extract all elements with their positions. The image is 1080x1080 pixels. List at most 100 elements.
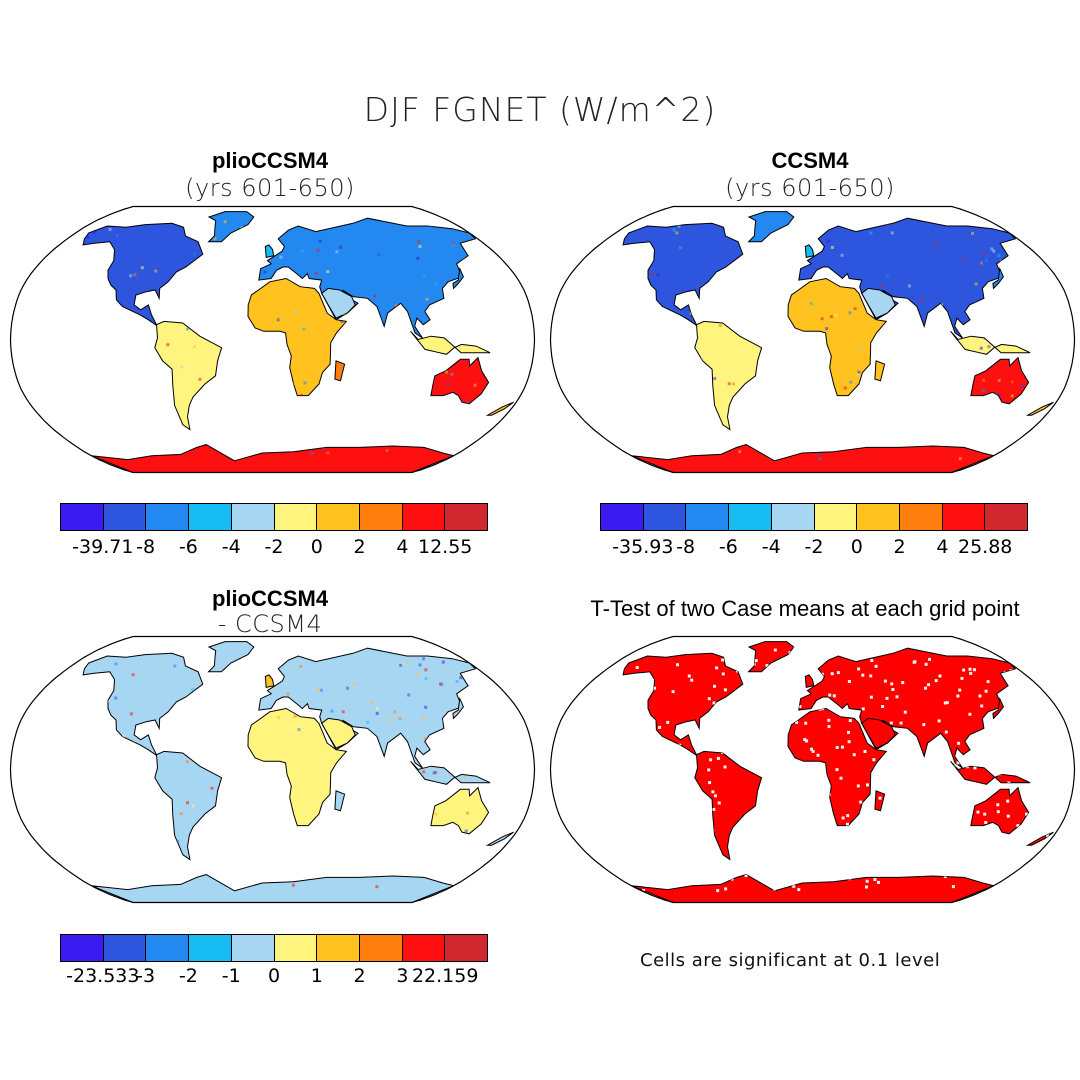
grid-cell — [1007, 326, 1010, 329]
grid-cell — [418, 245, 422, 249]
grid-cell — [820, 672, 824, 676]
colorbar-swatch — [61, 935, 104, 961]
grid-cell — [696, 365, 700, 369]
grid-cell — [616, 787, 620, 791]
grid-cell — [258, 835, 261, 838]
grid-cell — [350, 370, 354, 373]
landmass-japan — [992, 696, 1004, 720]
grid-cell — [656, 815, 659, 819]
colorbar-tick-label: -3 — [136, 965, 156, 987]
grid-cell — [376, 869, 380, 873]
grid-cell — [635, 882, 639, 885]
grid-cell — [999, 869, 1003, 873]
grid-cell — [581, 450, 585, 454]
grid-cell — [1007, 887, 1011, 891]
landmass-africa — [247, 707, 348, 827]
grid-cell — [35, 366, 39, 370]
grid-cell — [1010, 380, 1014, 384]
grid-cell — [927, 683, 930, 687]
grid-cell — [375, 885, 379, 889]
panel-title-ttest: T-Test of two Case means at each grid po… — [590, 596, 1020, 621]
grid-cell — [593, 320, 597, 324]
grid-cell — [969, 740, 973, 743]
grid-cell — [579, 660, 583, 664]
grid-cell — [711, 853, 714, 857]
grid-cell — [330, 789, 334, 793]
grid-cell — [154, 358, 158, 362]
grid-cell — [271, 778, 275, 781]
grid-cell — [1034, 664, 1038, 668]
grid-cell — [985, 306, 989, 310]
grid-cell — [262, 653, 266, 657]
grid-cell — [797, 888, 801, 892]
grid-cell — [114, 662, 118, 666]
grid-cell — [880, 283, 884, 287]
grid-cell — [913, 354, 917, 358]
grid-cell — [666, 720, 670, 724]
grid-cell — [223, 737, 227, 741]
grid-cell — [899, 770, 902, 773]
grid-cell — [680, 789, 684, 793]
grid-cell — [81, 875, 84, 879]
grid-cell — [785, 795, 789, 799]
grid-cell — [468, 687, 472, 691]
grid-cell — [112, 422, 116, 426]
grid-cell — [653, 846, 657, 850]
grid-cell — [765, 664, 769, 667]
grid-cell — [245, 428, 249, 432]
grid-cell — [422, 754, 426, 758]
grid-cell — [675, 231, 679, 235]
grid-cell — [455, 680, 459, 683]
colorbar-tick-label: 0 — [850, 536, 863, 558]
grid-cell — [707, 768, 711, 772]
grid-cell — [322, 446, 326, 450]
grid-cell — [868, 391, 872, 395]
grid-cell — [70, 404, 74, 408]
grid-cell — [865, 885, 868, 889]
grid-cell — [264, 657, 268, 661]
grid-cell — [212, 434, 216, 438]
grid-cell — [784, 678, 788, 682]
landmass-south-america — [154, 320, 223, 431]
grid-cell — [670, 222, 674, 226]
grid-cell — [712, 701, 716, 705]
grid-cell — [205, 751, 209, 755]
grid-cell — [586, 654, 590, 658]
grid-cell — [454, 426, 458, 429]
grid-cell — [753, 698, 757, 702]
grid-cell — [936, 819, 940, 823]
grid-cell — [676, 663, 679, 667]
grid-cell — [473, 383, 477, 387]
grid-cell — [984, 821, 988, 824]
grid-cell — [735, 734, 739, 738]
grid-cell — [747, 404, 751, 408]
map-difference — [9, 635, 536, 904]
grid-cell — [933, 241, 937, 245]
grid-cell — [645, 801, 649, 805]
grid-cell — [398, 717, 402, 721]
grid-cell — [210, 786, 214, 790]
grid-cell — [896, 783, 899, 787]
grid-cell — [92, 823, 95, 827]
grid-cell — [970, 431, 974, 435]
grid-cell — [812, 827, 816, 831]
landmass-new-zealand — [1025, 401, 1054, 416]
colorbar-tick-label: -6 — [718, 536, 738, 558]
grid-cell — [827, 876, 831, 880]
grid-cell — [420, 368, 424, 372]
grid-cell — [475, 828, 479, 831]
colorbar-swatch — [231, 935, 275, 961]
grid-cell — [925, 418, 928, 422]
grid-cell — [890, 326, 894, 330]
grid-cell — [467, 650, 471, 654]
grid-cell — [800, 870, 804, 874]
landmass-south-america — [694, 750, 763, 861]
grid-cell — [785, 452, 789, 456]
grid-cell — [715, 401, 719, 405]
grid-cell — [747, 386, 751, 390]
grid-cell — [238, 287, 242, 291]
grid-cell — [646, 684, 649, 687]
colorbar-swatch — [601, 504, 644, 530]
grid-cell — [366, 720, 370, 724]
grid-cell — [747, 719, 751, 723]
